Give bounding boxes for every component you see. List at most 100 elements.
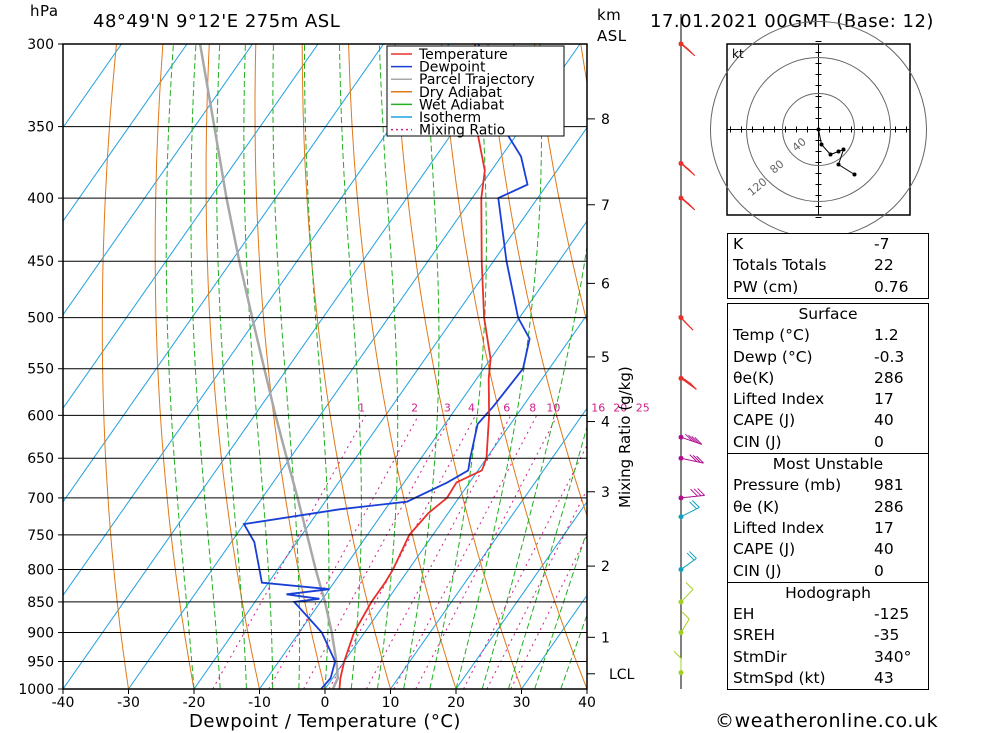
- wet-adiabat-line: [272, 44, 301, 689]
- wind-barb-flag: [686, 552, 695, 561]
- copyright-footer[interactable]: ©weatheronline.co.uk: [715, 710, 939, 732]
- pressure-unit-label: hPa: [30, 2, 59, 20]
- legend-label: Wet Adiabat: [419, 97, 505, 113]
- wet-adiabat-line: [243, 44, 274, 689]
- mixing-ratio-label: 10: [546, 401, 560, 414]
- height-tick-label: 6: [601, 276, 610, 292]
- surface-table: Surface Temp (°C) 1.2 Dewp (°C) -0.3 θe(K)…: [727, 303, 929, 691]
- dry-adiabat-line: [254, 44, 326, 689]
- wet-adiabat-line: [507, 424, 587, 689]
- dry-adiabat-line: [205, 44, 260, 689]
- mixing-ratio-label: 20: [613, 401, 627, 414]
- surface-key: Lifted Index: [733, 390, 825, 409]
- height-tick-label: 8: [601, 112, 610, 128]
- pressure-tick-label: 400: [27, 191, 54, 207]
- mixing-ratio-line: [328, 415, 477, 689]
- index-key: PW (cm): [733, 277, 799, 296]
- wet-adiabat-line: [339, 44, 362, 689]
- wind-barb-flag: [679, 41, 687, 50]
- wet-adiabat-line: [376, 44, 399, 689]
- isotherm-line: [455, 500, 587, 689]
- dry-adiabat-line: [101, 44, 129, 689]
- pressure-tick-label: 1000: [18, 682, 54, 698]
- hodograph-ring: [746, 57, 891, 202]
- index-value: -7: [874, 235, 890, 253]
- dry-adiabat-line: [952, 44, 1000, 689]
- height-tick-label: 7: [601, 198, 610, 214]
- pressure-tick-label: 900: [27, 626, 54, 642]
- mixing-ratio-line: [393, 415, 538, 689]
- hodograph-point: [852, 172, 857, 177]
- wind-barb-flag: [693, 488, 702, 497]
- surface-value: 286: [874, 368, 904, 387]
- legend-label: Isotherm: [419, 110, 481, 126]
- hodograph-point: [836, 162, 841, 167]
- wind-barb-flag: [697, 488, 705, 496]
- x-axis-label: Dewpoint / Temperature (°C): [189, 711, 461, 732]
- hodo-value: -125: [874, 605, 910, 624]
- hodograph-unit-label: kt: [732, 47, 744, 61]
- isotherm-line: [63, 44, 253, 316]
- location-title: 48°49'N 9°12'E 275m ASL: [93, 11, 341, 32]
- mu-value: 286: [874, 497, 904, 516]
- temp-tick-label: 20: [447, 695, 465, 711]
- surface-key: CIN (J): [733, 432, 782, 451]
- legend-label: Temperature: [418, 47, 508, 63]
- mixing-ratio-line: [268, 415, 420, 689]
- isotherm-line: [63, 44, 450, 597]
- height-unit-label-2: ASL: [597, 27, 627, 45]
- most-unstable-title: Most Unstable: [728, 453, 928, 475]
- temp-tick-label: 0: [321, 695, 330, 711]
- index-key: K: [733, 235, 744, 253]
- isotherm-line: [63, 44, 188, 223]
- wind-barb-flag: [685, 433, 693, 442]
- wind-barb: [680, 618, 690, 633]
- mixing-ratio-label: 3: [444, 401, 451, 414]
- pressure-tick-label: 650: [27, 451, 54, 467]
- isotherm-line: [63, 44, 319, 410]
- mu-key: CIN (J): [733, 561, 782, 580]
- parcel-trajectory-line: [198, 44, 340, 689]
- pressure-tick-label: 750: [27, 528, 54, 544]
- wind-barb-flag: [689, 501, 697, 510]
- hodo-key: SREH: [733, 626, 776, 645]
- height-tick-label: 5: [601, 350, 610, 366]
- pressure-tick-label: 500: [27, 311, 54, 327]
- wind-barb-flag: [679, 195, 687, 204]
- pressure-tick-label: 700: [27, 491, 54, 507]
- wind-barb-flag: [692, 455, 701, 463]
- wind-barb-flag: [689, 551, 697, 559]
- isotherm-line: [390, 407, 587, 689]
- temperature-line: [338, 44, 492, 689]
- dry-adiabat-line: [533, 44, 587, 325]
- mixing-ratio-label: 25: [636, 401, 650, 414]
- wind-barb-flag: [681, 611, 690, 620]
- pressure-tick-label: 800: [27, 562, 54, 578]
- mu-value: 40: [874, 540, 894, 559]
- mu-key: θe (K): [733, 497, 780, 516]
- height-tick-label: 4: [601, 415, 610, 431]
- mixing-ratio-label: 4: [468, 401, 475, 414]
- isotherm-line: [63, 44, 122, 129]
- legend-label: Dry Adiabat: [419, 85, 502, 101]
- surface-key: CAPE (J): [733, 411, 796, 430]
- isotherm-line: [63, 44, 515, 689]
- wind-barb-flag: [690, 488, 698, 497]
- temp-tick-label: 30: [513, 695, 531, 711]
- pressure-tick-label: 300: [27, 37, 54, 53]
- mixing-ratio-label: 2: [411, 401, 418, 414]
- index-value: 0.76: [874, 277, 909, 296]
- index-value: 22: [874, 256, 894, 275]
- dewpoint-line: [242, 44, 531, 689]
- wet-adiabat-line: [165, 44, 195, 689]
- wet-adiabat-line: [455, 44, 542, 689]
- wet-adiabat-line: [403, 44, 440, 689]
- mu-value: 981: [874, 476, 904, 495]
- temp-tick-label: -40: [52, 695, 75, 711]
- surface-key: Temp (°C): [733, 326, 810, 345]
- datetime-title: 17.01.2021 00GMT (Base: 12): [650, 11, 934, 32]
- surface-value: 1.2: [874, 326, 899, 345]
- legend-label: Mixing Ratio: [419, 123, 505, 139]
- mu-key: Lifted Index: [733, 518, 825, 537]
